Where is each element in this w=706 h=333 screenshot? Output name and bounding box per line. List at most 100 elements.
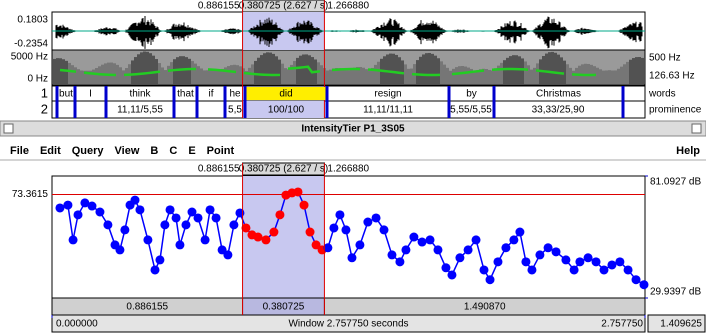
tier-boundary (447, 86, 451, 118)
spectrogram-band (395, 54, 398, 84)
spectrogram-max: 5000 Hz (11, 52, 48, 63)
zoom-box[interactable] (691, 123, 702, 134)
tier-selection (242, 101, 325, 118)
window-label: Window 2.757750 seconds (288, 319, 408, 330)
word-label: that (177, 89, 194, 100)
menu-item[interactable]: Point (207, 145, 235, 157)
spectrogram-band (344, 70, 347, 84)
spectrogram-band (335, 68, 338, 84)
spectrogram-band (485, 69, 488, 84)
spectrogram-band (389, 53, 392, 84)
spectrogram-band (206, 70, 209, 84)
intensity-point (485, 275, 495, 285)
pitch-min: 126.63 Hz (649, 71, 695, 82)
spectrogram-band (455, 67, 458, 84)
spectrogram-band (320, 65, 323, 84)
intensity-point (120, 225, 130, 235)
spectrogram-band (92, 69, 95, 84)
intensity-point (455, 253, 465, 263)
spectrogram-band (191, 61, 194, 84)
spectrogram-band (266, 52, 269, 84)
spectrogram-band (437, 58, 440, 84)
menu-help[interactable]: Help (676, 145, 700, 157)
spectrogram-band (116, 64, 119, 84)
menu-item[interactable]: View (115, 145, 140, 157)
spectrogram-band (530, 69, 533, 84)
tier-boundary (104, 86, 108, 118)
intensity-point (417, 237, 427, 247)
menu-item[interactable]: B (150, 145, 158, 157)
spectrogram-band (500, 62, 503, 84)
spectrogram-band (548, 52, 551, 84)
intensity-point (103, 220, 113, 230)
spectrogram-band (446, 67, 449, 84)
intensity-point (347, 253, 357, 263)
word-label: he (229, 89, 241, 100)
spectrogram-band (296, 57, 299, 84)
spectrogram-band (347, 70, 350, 84)
spectrogram-band (233, 64, 236, 84)
spectrogram-band (626, 61, 629, 84)
spectrogram-band (473, 70, 476, 84)
spectrogram-band (326, 70, 329, 84)
spectrogram-band (275, 56, 278, 84)
spectrogram-band (524, 61, 527, 84)
spectrogram-band (431, 53, 434, 84)
menu-item[interactable]: E (188, 145, 195, 157)
spectrogram-band (545, 53, 548, 84)
intensity-point (160, 220, 170, 230)
menu-item[interactable]: Query (72, 145, 105, 157)
close-box[interactable] (3, 123, 14, 134)
total-time: 1.409625 (660, 319, 702, 330)
waveform-min: -0.2354 (14, 39, 48, 50)
spectrogram-band (635, 57, 638, 84)
spectrogram-band (404, 64, 407, 84)
tier-boundary (73, 86, 77, 118)
intensity-point (395, 257, 405, 267)
spectrogram-band (290, 64, 293, 84)
spectrogram-band (242, 68, 245, 84)
spectrogram-band (263, 53, 266, 84)
prominence-label: 11,11/11,11 (363, 105, 413, 116)
spectrogram-band (71, 65, 74, 84)
spectrogram-band (281, 63, 284, 84)
window-bar[interactable] (51, 314, 646, 333)
intensity-point (181, 220, 191, 230)
spectrogram-band (77, 69, 80, 84)
spectrogram-band (134, 57, 137, 84)
spectrogram-band (491, 70, 494, 84)
segment-label: 0.380725 (263, 302, 305, 313)
intensity-point (95, 207, 105, 217)
intensity-point (561, 255, 571, 265)
window-title: IntensityTier P1_3S05 (301, 124, 405, 135)
intensity-point (150, 265, 160, 275)
intensity-point (68, 235, 78, 245)
spectrogram-band (224, 67, 227, 84)
tier-boundary (621, 86, 625, 118)
spectrogram-band (254, 60, 257, 84)
spectrogram-band (221, 68, 224, 84)
prominence-label: 11,11/5,55 (117, 105, 163, 116)
intensity-point (463, 245, 473, 255)
menu-item[interactable]: File (10, 145, 29, 157)
spectrogram-band (614, 70, 617, 84)
spectrogram-band (230, 65, 233, 84)
spectrogram-band (494, 68, 497, 84)
spectrogram-band (122, 70, 125, 84)
title-bar (0, 120, 706, 137)
tier-boundary (55, 86, 59, 118)
intensity-point (275, 210, 285, 220)
intensity-point (130, 195, 140, 205)
intensity-point (363, 217, 373, 227)
menu-item[interactable]: Edit (40, 145, 61, 157)
intensity-point (551, 247, 561, 257)
tier-name: words (648, 89, 676, 100)
spectrogram-band (137, 54, 140, 84)
spectrogram-band (572, 70, 575, 84)
menu-item[interactable]: C (169, 145, 177, 157)
spectrogram-band (293, 61, 296, 84)
spectrogram-band (194, 63, 197, 84)
intensity-point (200, 235, 210, 245)
spectrogram-band (329, 69, 332, 84)
spectrogram-band (113, 63, 116, 84)
